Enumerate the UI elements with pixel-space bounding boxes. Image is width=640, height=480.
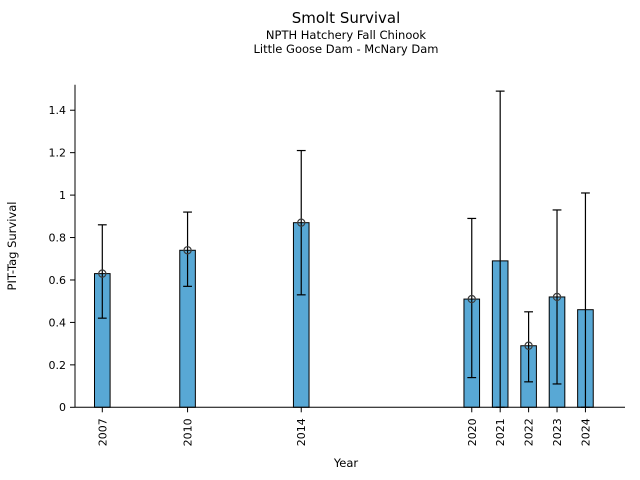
chart-title: Smolt Survival — [291, 9, 401, 27]
y-tick-label: 1 — [59, 189, 66, 202]
y-tick-label: 0.8 — [49, 231, 67, 244]
x-tick-label: 2010 — [182, 418, 195, 446]
y-tick-label: 0.2 — [49, 359, 67, 372]
x-tick-label: 2023 — [551, 418, 564, 446]
chart-subtitle-line2: Little Goose Dam - McNary Dam — [253, 42, 439, 57]
y-tick-label: 1.4 — [49, 104, 67, 117]
x-tick-label: 2022 — [523, 418, 536, 446]
point-marker-2022 — [524, 341, 533, 350]
point-marker-2023 — [552, 292, 562, 302]
point-marker-2014 — [297, 218, 306, 227]
chart-header: Smolt Survival NPTH Hatchery Fall Chinoo… — [76, 9, 616, 57]
y-tick-label: 0.6 — [49, 274, 67, 287]
x-tick-label: 2021 — [494, 418, 507, 446]
y-tick-label: 0 — [59, 401, 66, 414]
x-axis-label: Year — [333, 456, 359, 470]
x-tick-label: 2007 — [96, 418, 109, 446]
y-tick-label: 1.2 — [49, 147, 67, 160]
x-tick-label: 2024 — [579, 418, 592, 446]
x-tick-label: 2020 — [466, 418, 479, 446]
x-tick-label: 2014 — [295, 418, 308, 446]
chart-subtitle-line1: NPTH Hatchery Fall Chinook — [265, 27, 427, 42]
point-marker-2007 — [98, 269, 107, 278]
point-marker-2020 — [467, 294, 476, 304]
point-marker-2010 — [183, 246, 192, 255]
y-tick-label: 0.4 — [49, 316, 67, 329]
